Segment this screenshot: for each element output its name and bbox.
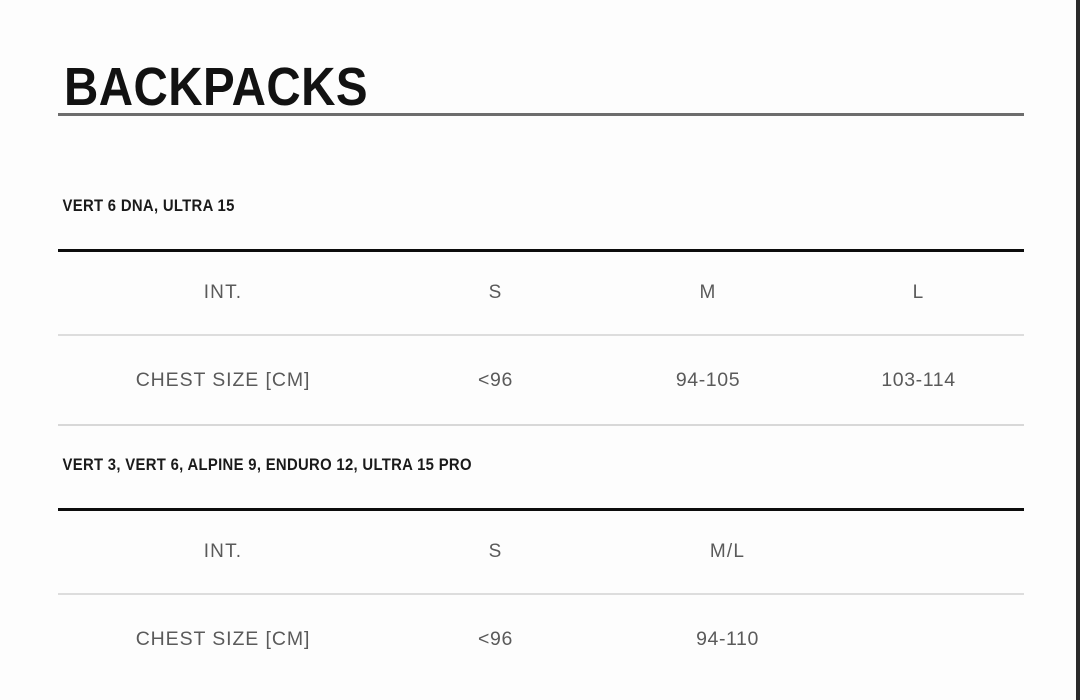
cell-chest-size-s: <96	[478, 627, 513, 650]
page-title: BACKPACKS	[64, 57, 369, 118]
column-header-s: S	[488, 282, 503, 303]
size-table: INT. S M/L	[58, 511, 1024, 593]
column-header-s: S	[488, 541, 503, 562]
section-top-rule	[58, 508, 1024, 511]
cell-chest-size-ml: 94-110	[696, 627, 759, 650]
size-table-body: CHEST SIZE [CM] <96 94-110	[58, 595, 1024, 683]
section-top-rule	[58, 249, 1024, 252]
column-header-l: L	[912, 282, 925, 303]
table-row: CHEST SIZE [CM] <96 94-110	[58, 595, 1024, 683]
size-table: INT. S M L	[58, 252, 1024, 334]
row-label-chest-size: CHEST SIZE [CM]	[135, 368, 311, 391]
section-heading: VERT 6 DNA, ULTRA 15	[62, 197, 235, 215]
content-area: BACKPACKS VERT 6 DNA, ULTRA 15 INT. S M …	[58, 0, 1024, 700]
cell-chest-size-m: 94-105	[675, 368, 741, 391]
title-divider	[58, 113, 1024, 116]
cell-chest-size-s: <96	[478, 368, 513, 391]
column-header-int: INT.	[203, 541, 243, 562]
column-header-ml: M/L	[709, 541, 746, 562]
column-header-int: INT.	[203, 282, 243, 303]
table-header-row: INT. S M L	[58, 252, 1024, 334]
table-header-row: INT. S M/L	[58, 511, 1024, 593]
size-table-body: CHEST SIZE [CM] <96 94-105 103-114	[58, 336, 1024, 424]
section-heading: VERT 3, VERT 6, ALPINE 9, ENDURO 12, ULT…	[62, 456, 472, 474]
section-bottom-rule	[58, 424, 1024, 426]
size-section-vert3-alpine9-enduro12-ultra15pro: VERT 3, VERT 6, ALPINE 9, ENDURO 12, ULT…	[58, 455, 1024, 683]
column-header-m: M	[699, 282, 717, 303]
size-section-vert6dna-ultra15: VERT 6 DNA, ULTRA 15 INT. S M L	[58, 196, 1024, 426]
header-divider	[58, 593, 1024, 595]
cell-chest-size-l: 103-114	[881, 368, 956, 391]
header-divider	[58, 334, 1024, 336]
table-row: CHEST SIZE [CM] <96 94-105 103-114	[58, 336, 1024, 424]
row-label-chest-size: CHEST SIZE [CM]	[135, 627, 311, 650]
